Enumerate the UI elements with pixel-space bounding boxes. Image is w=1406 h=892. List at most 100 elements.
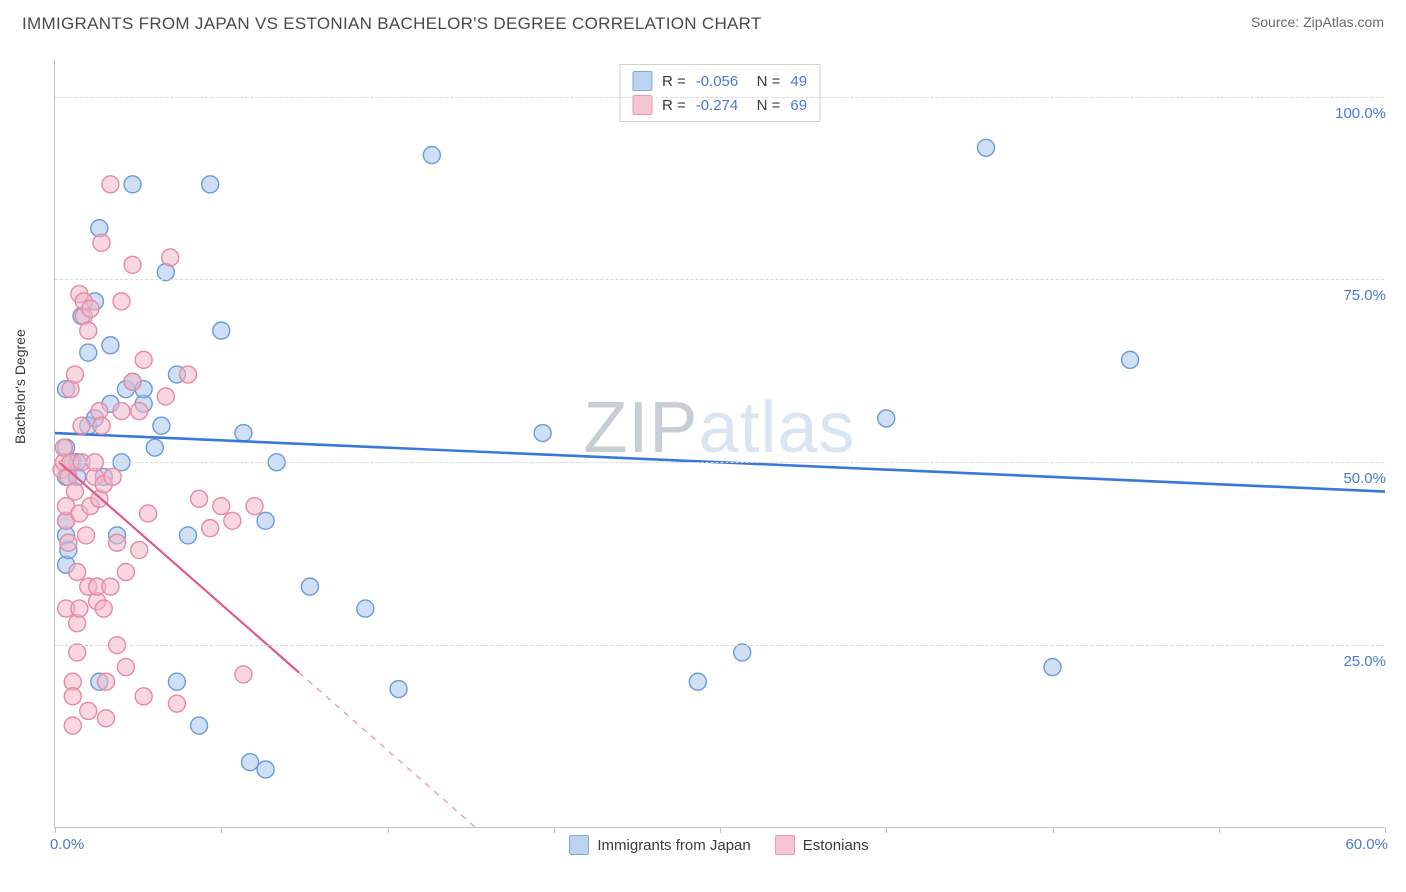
scatter-chart: ZIPatlas R = -0.056 N = 49R = -0.274 N =…: [54, 60, 1384, 828]
x-tick: [1385, 827, 1386, 833]
data-point: [202, 520, 219, 537]
data-point: [153, 417, 170, 434]
data-point: [93, 417, 110, 434]
data-point: [257, 761, 274, 778]
data-point: [64, 717, 81, 734]
data-point: [104, 468, 121, 485]
data-point: [66, 483, 83, 500]
data-point: [534, 425, 551, 442]
data-point: [97, 710, 114, 727]
data-point: [93, 234, 110, 251]
data-point: [1044, 659, 1061, 676]
data-point: [191, 717, 208, 734]
data-point: [162, 249, 179, 266]
legend-item: Estonians: [775, 835, 869, 855]
data-point: [157, 388, 174, 405]
data-point: [71, 600, 88, 617]
data-point: [1122, 351, 1139, 368]
legend-swatch: [569, 835, 589, 855]
trend-line: [59, 462, 298, 672]
data-point: [69, 564, 86, 581]
data-point: [135, 688, 152, 705]
data-point: [124, 373, 141, 390]
trend-line-dashed: [299, 672, 476, 828]
data-point: [168, 695, 185, 712]
legend-swatch: [632, 95, 652, 115]
legend-swatch: [775, 835, 795, 855]
legend-row: R = -0.056 N = 49: [632, 69, 807, 93]
x-tick: [720, 827, 721, 833]
gridline: [55, 97, 1384, 98]
y-axis-label: Bachelor's Degree: [12, 329, 28, 444]
data-point: [235, 425, 252, 442]
data-point: [102, 176, 119, 193]
y-tick-label: 25.0%: [1343, 653, 1386, 670]
y-tick-label: 100.0%: [1335, 105, 1386, 122]
x-tick: [221, 827, 222, 833]
data-point: [102, 337, 119, 354]
data-point: [69, 644, 86, 661]
y-tick-label: 50.0%: [1343, 470, 1386, 487]
gridline: [55, 462, 1384, 463]
data-point: [423, 147, 440, 164]
data-point: [213, 498, 230, 515]
data-point: [140, 505, 157, 522]
data-point: [80, 702, 97, 719]
data-point: [113, 293, 130, 310]
y-tick-label: 75.0%: [1343, 287, 1386, 304]
data-point: [202, 176, 219, 193]
data-point: [78, 527, 95, 544]
data-point: [80, 344, 97, 361]
data-point: [357, 600, 374, 617]
data-point: [301, 578, 318, 595]
data-point: [242, 754, 259, 771]
data-point: [689, 673, 706, 690]
data-point: [168, 673, 185, 690]
data-point: [734, 644, 751, 661]
data-point: [978, 139, 995, 156]
gridline: [55, 279, 1384, 280]
data-point: [257, 512, 274, 529]
data-point: [82, 300, 99, 317]
x-tick: [388, 827, 389, 833]
data-point: [117, 659, 134, 676]
data-point: [390, 681, 407, 698]
data-point: [124, 176, 141, 193]
legend-item: Immigrants from Japan: [569, 835, 750, 855]
data-point: [64, 688, 81, 705]
data-point: [180, 527, 197, 544]
data-point: [73, 417, 90, 434]
chart-title: IMMIGRANTS FROM JAPAN VS ESTONIAN BACHEL…: [22, 14, 762, 34]
data-point: [66, 366, 83, 383]
data-point: [124, 256, 141, 273]
data-point: [117, 564, 134, 581]
correlation-legend: R = -0.056 N = 49R = -0.274 N = 69: [619, 64, 820, 122]
data-point: [235, 666, 252, 683]
x-tick: [55, 827, 56, 833]
x-tick: [554, 827, 555, 833]
x-tick: [1219, 827, 1220, 833]
data-point: [224, 512, 241, 529]
data-point: [246, 498, 263, 515]
series-legend: Immigrants from Japan Estonians: [54, 835, 1384, 855]
data-point: [878, 410, 895, 427]
legend-swatch: [632, 71, 652, 91]
data-point: [60, 534, 77, 551]
data-point: [113, 403, 130, 420]
x-tick: [1053, 827, 1054, 833]
data-point: [135, 351, 152, 368]
data-point: [191, 490, 208, 507]
x-tick: [886, 827, 887, 833]
data-point: [131, 403, 148, 420]
data-point: [213, 322, 230, 339]
data-point: [95, 600, 112, 617]
data-point: [97, 673, 114, 690]
data-point: [146, 439, 163, 456]
source-attribution: Source: ZipAtlas.com: [1251, 14, 1384, 30]
data-point: [109, 534, 126, 551]
data-point: [131, 542, 148, 559]
data-point: [180, 366, 197, 383]
data-point: [80, 322, 97, 339]
data-point: [102, 578, 119, 595]
plot-svg: [55, 60, 1384, 827]
